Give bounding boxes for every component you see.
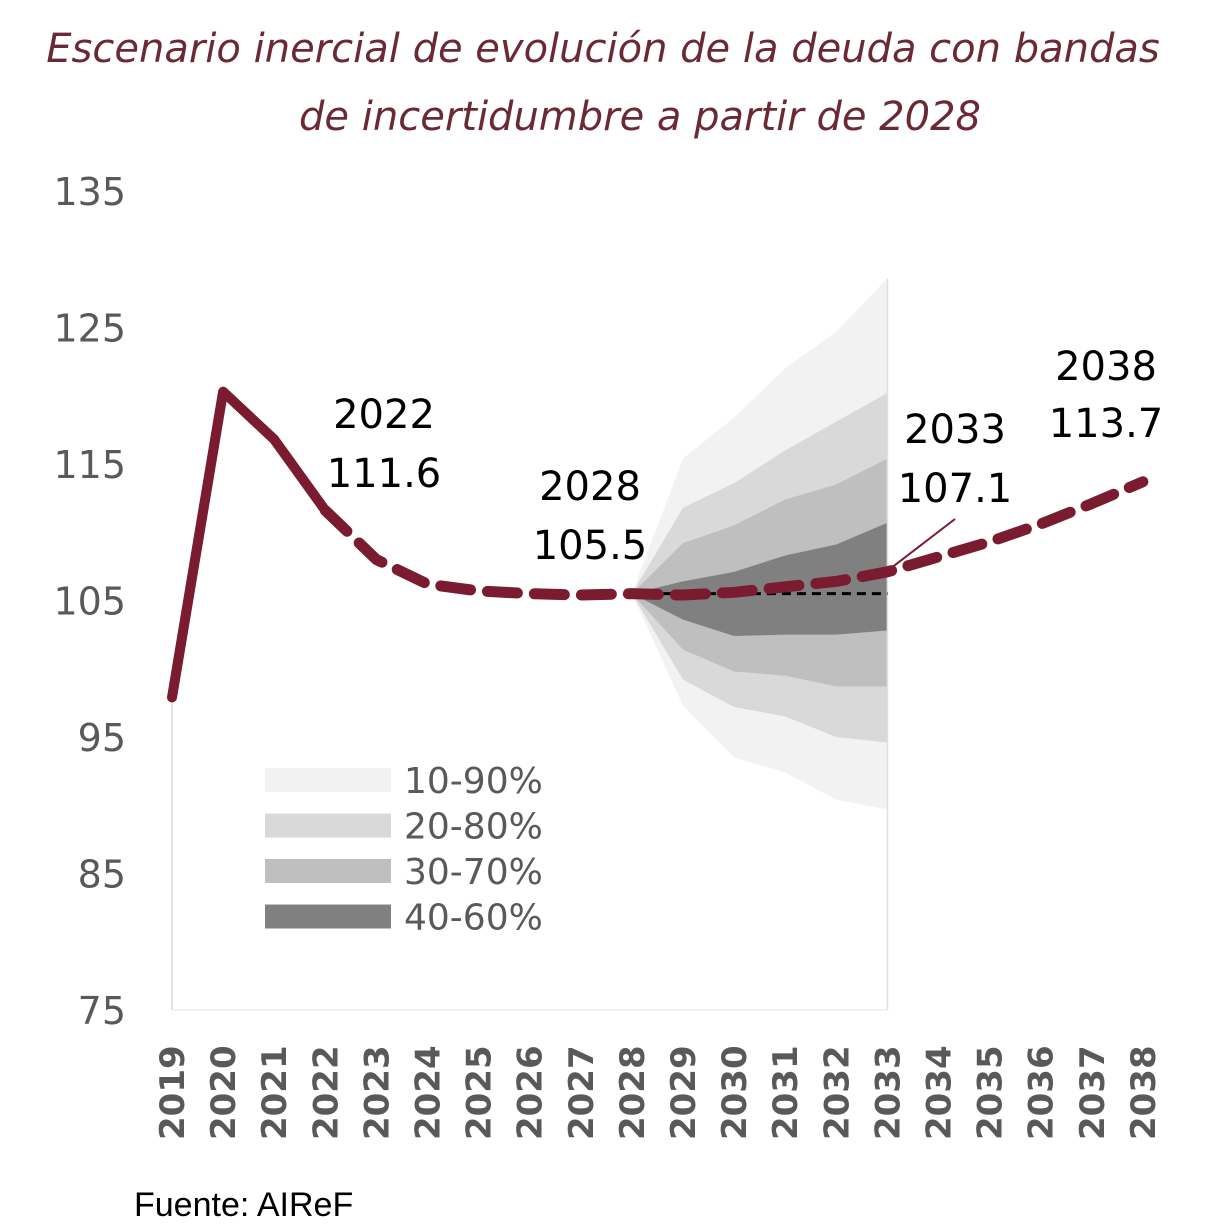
series-lines <box>167 386 1149 703</box>
x-tick-label: 2033 <box>868 1045 908 1140</box>
annotation-year: 2028 <box>539 464 641 510</box>
x-tick-label: 2032 <box>817 1045 857 1140</box>
x-tick-label: 2037 <box>1073 1045 1113 1140</box>
annotation-leader-line <box>890 518 956 569</box>
annotation-value: 105.5 <box>533 523 648 569</box>
source-note: Fuente: AIReF <box>134 1186 353 1224</box>
series-line-projection <box>319 476 1149 601</box>
x-tick-label: 2021 <box>255 1045 295 1140</box>
legend-label: 20-80% <box>404 807 543 848</box>
x-tick-label: 2023 <box>357 1045 397 1140</box>
annotation-value: 113.7 <box>1049 401 1164 447</box>
legend-swatch <box>265 904 391 929</box>
x-tick-label: 2024 <box>409 1045 449 1140</box>
x-tick-label: 2038 <box>1124 1045 1164 1140</box>
uncertainty-bands <box>631 278 888 810</box>
x-tick-label: 2026 <box>511 1045 551 1140</box>
legend-label: 10-90% <box>404 761 543 802</box>
y-tick-label: 75 <box>78 989 126 1033</box>
y-tick-label: 125 <box>53 307 126 351</box>
y-tick-label: 85 <box>78 853 126 897</box>
x-tick-label: 2036 <box>1022 1045 1062 1140</box>
y-tick-label: 95 <box>78 716 126 760</box>
legend-swatch <box>265 813 391 838</box>
annotation-value: 111.6 <box>327 451 442 497</box>
y-tick-label: 135 <box>53 170 126 214</box>
annotation-value: 107.1 <box>898 466 1013 512</box>
legend-label: 30-70% <box>404 852 543 893</box>
x-tick-label: 2035 <box>971 1045 1011 1140</box>
annotation-year: 2038 <box>1055 344 1157 390</box>
legend-swatch <box>265 768 391 792</box>
chart-title-line-2: de incertidumbre a partir de 2028 <box>299 94 981 140</box>
x-tick-label: 2025 <box>460 1045 500 1140</box>
y-tick-label: 105 <box>53 580 126 624</box>
x-axis-ticks: 2019 2020 2021 2022 2023 2024 2025 2026 2027 2028… <box>153 1045 1164 1140</box>
annotation-year: 2033 <box>904 407 1006 453</box>
x-tick-label: 2031 <box>766 1045 806 1140</box>
axes <box>171 278 889 1011</box>
chart-title-line-1: Escenario inercial de evolución de la de… <box>46 26 1159 72</box>
x-tick-label: 2022 <box>306 1045 346 1140</box>
x-tick-label: 2020 <box>204 1045 244 1140</box>
x-tick-label: 2028 <box>613 1045 653 1140</box>
x-tick-label: 2019 <box>153 1045 193 1140</box>
y-axis-ticks: 135 125 115 105 95 85 75 <box>53 170 126 1033</box>
data-annotations: 2022 111.6 2028 105.5 2033 107.1 2038 113.7 <box>327 344 1164 569</box>
band-40-60pct <box>631 522 888 636</box>
y-tick-label: 115 <box>53 443 126 487</box>
legend: 10-90% 20-80%30-70% 40-60% <box>265 761 543 939</box>
series-line-observed <box>167 386 331 703</box>
chart-title: Escenario inercial de evolución de la de… <box>46 26 1159 140</box>
annotation-year: 2022 <box>333 392 435 438</box>
legend-label: 40-60% <box>404 898 543 939</box>
x-tick-label: 2034 <box>920 1045 960 1140</box>
x-tick-label: 2029 <box>664 1045 704 1140</box>
x-tick-label: 2030 <box>715 1045 755 1140</box>
legend-swatch <box>265 859 391 883</box>
x-tick-label: 2027 <box>562 1045 602 1140</box>
